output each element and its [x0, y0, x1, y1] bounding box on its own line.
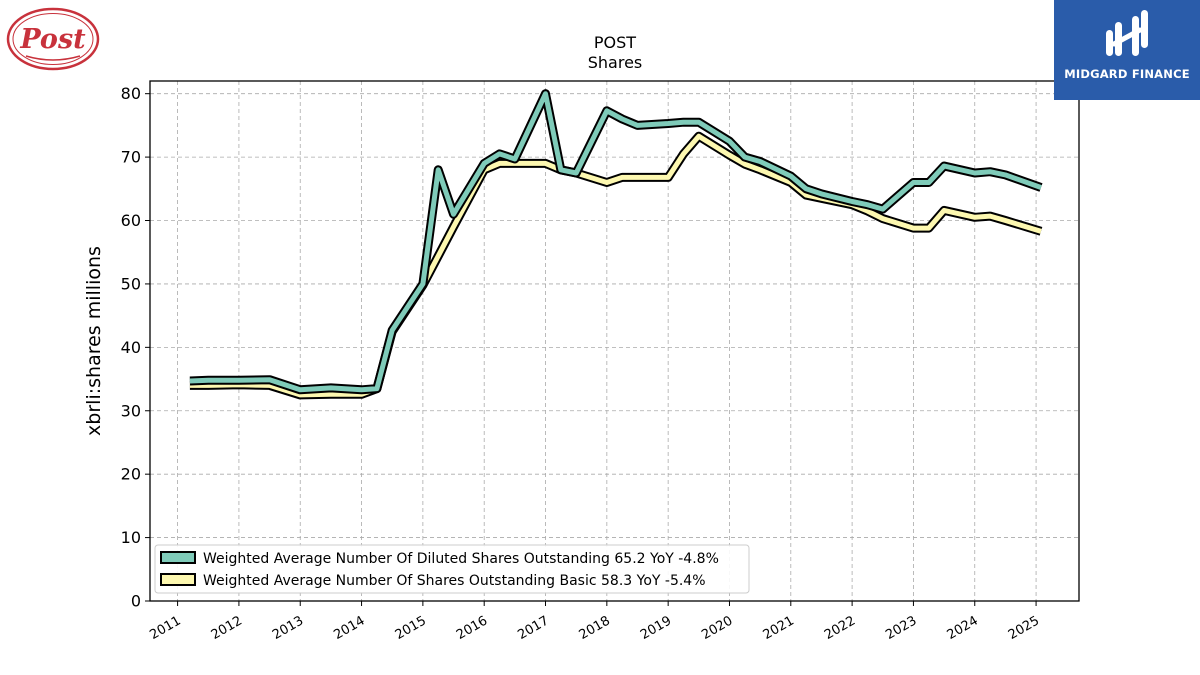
post-logo: Post — [6, 6, 100, 72]
y-tick-label: 40 — [121, 338, 141, 357]
post-logo-mark: Post — [6, 7, 100, 71]
y-tick-label: 80 — [121, 84, 141, 103]
y-tick-label: 50 — [121, 274, 141, 293]
y-tick-label: 60 — [121, 211, 141, 230]
chart-subtitle: Shares — [588, 53, 643, 72]
x-tick-label: 2011 — [147, 613, 183, 643]
midgard-finance-logo: MIDGARD FINANCE — [1054, 0, 1200, 100]
y-tick-label: 10 — [121, 528, 141, 547]
y-tick-label: 70 — [121, 148, 141, 167]
x-tick-label: 2022 — [822, 613, 858, 643]
x-tick-label: 2023 — [883, 613, 919, 643]
legend-swatch-diluted — [160, 551, 196, 564]
x-tick-label: 2015 — [393, 613, 429, 643]
x-tick-label: 2019 — [638, 613, 674, 643]
x-tick-label: 2013 — [270, 613, 306, 643]
x-tick-label: 2025 — [1006, 613, 1042, 643]
y-tick-label: 30 — [121, 401, 141, 420]
x-tick-label: 2021 — [761, 613, 797, 643]
chart-title: POST — [594, 33, 636, 52]
legend-label-basic: Weighted Average Number Of Shares Outsta… — [203, 573, 706, 589]
series-lines — [189, 89, 1043, 400]
grid-lines — [150, 81, 1079, 602]
legend-swatch-basic — [160, 573, 196, 586]
x-tick-label: 2018 — [577, 613, 613, 643]
legend-label-diluted: Weighted Average Number Of Diluted Share… — [203, 551, 719, 567]
x-tick-label: 2016 — [454, 613, 490, 643]
x-tick-label: 2020 — [699, 613, 735, 643]
midgard-logo-text: MIDGARD FINANCE — [1064, 67, 1190, 81]
x-tick-label: 2014 — [331, 613, 367, 643]
x-tick-label: 2017 — [515, 613, 551, 643]
midgard-logo-mark — [1106, 10, 1148, 56]
post-logo-text: Post — [19, 24, 86, 55]
plot-frame — [149, 80, 1080, 602]
y-tick-label: 20 — [121, 465, 141, 484]
y-axis-ticks: 0 10 20 30 40 50 60 70 80 — [121, 84, 150, 611]
series-line — [189, 91, 1042, 393]
y-tick-label: 0 — [131, 592, 141, 611]
x-tick-label: 2024 — [945, 613, 981, 643]
x-tick-label: 2012 — [209, 613, 245, 643]
legend-box — [154, 544, 750, 594]
legend: Weighted Average Number Of Diluted Share… — [154, 544, 750, 594]
y-axis-label: xbrli:shares millions — [83, 246, 105, 436]
x-axis-ticks: 2011 2012 2013 2014 2015 2016 2017 2018 2019 2020… — [147, 601, 1042, 643]
